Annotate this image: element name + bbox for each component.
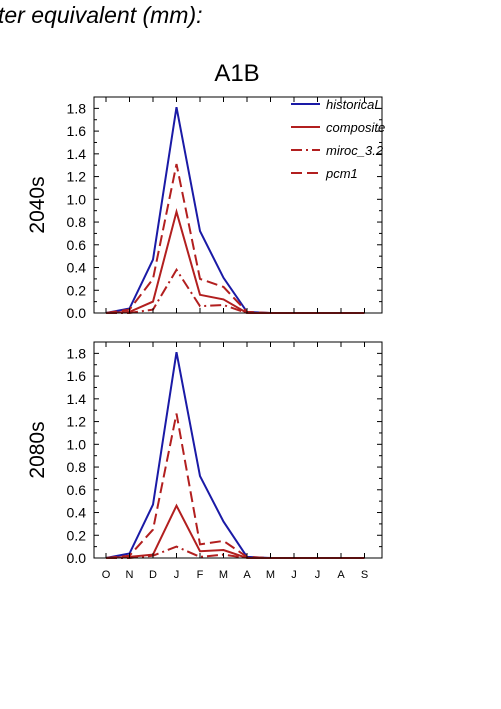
y-tick-label: 0.0 [67,550,87,566]
y-tick-label: 0.0 [67,305,87,321]
panel-label: 2040s [26,176,49,233]
y-tick-label: 1.4 [67,146,87,162]
series-line-pcm1 [105,163,365,314]
y-tick-label: 1.2 [67,414,87,430]
y-tick-label: 1.0 [67,436,87,452]
y-tick-label: 1.8 [67,345,87,361]
x-tick-label: N [126,569,134,581]
legend-label: composite [326,120,385,135]
x-tick-label: J [174,569,180,581]
x-tick-label: O [102,569,111,581]
y-tick-label: 0.8 [67,459,87,475]
x-tick-label: D [149,569,157,581]
page-title: ter equivalent (mm): [0,2,203,28]
y-tick-label: 1.2 [67,169,87,185]
panel-2080s: 0.0 0.2 0.4 0.6 0.8 1.0 1.2 1.4 1.6 1.8 O N D J F M A M J J… [26,341,383,581]
y-tick-label: 0.8 [67,214,87,230]
series-line-composite [105,207,365,314]
legend-label: pcm1 [325,166,358,181]
y-tick-label: 0.2 [67,527,87,543]
panel-label: 2080s [26,421,49,478]
y-tick-label: 0.4 [67,260,87,276]
series-line-historical [105,107,365,314]
x-tick-label: J [315,569,321,581]
panel-2040s: 0.0 0.2 0.4 0.6 0.8 1.0 1.2 1.4 1.6 1.8 2040s histo… [26,96,385,321]
legend-label: historicaL [326,97,382,112]
y-tick-label: 1.0 [67,191,87,207]
y-tick-label: 1.6 [67,368,87,384]
x-tick-label: F [197,569,204,581]
x-tick-label: A [243,569,251,581]
y-tick-label: 1.6 [67,123,87,139]
x-tick-label: M [219,569,228,581]
y-tick-label: 1.8 [67,100,87,116]
series-line-historical [105,352,365,559]
y-tick-label: 0.2 [67,282,87,298]
series-line-pcm1 [105,413,365,559]
series-line-composite [105,503,365,559]
legend-label: miroc_3.2 [326,143,384,158]
plot-frame [93,341,383,559]
y-tick-label: 0.4 [67,505,87,521]
scenario-title: A1B [214,60,259,87]
x-tick-label: J [291,569,297,581]
x-tick-label: A [337,569,345,581]
y-tick-label: 1.4 [67,391,87,407]
y-tick-label: 0.6 [67,482,87,498]
y-tick-label: 0.6 [67,237,87,253]
x-tick-label: S [361,569,368,581]
x-tick-label: M [266,569,275,581]
plot-frame [93,96,383,314]
